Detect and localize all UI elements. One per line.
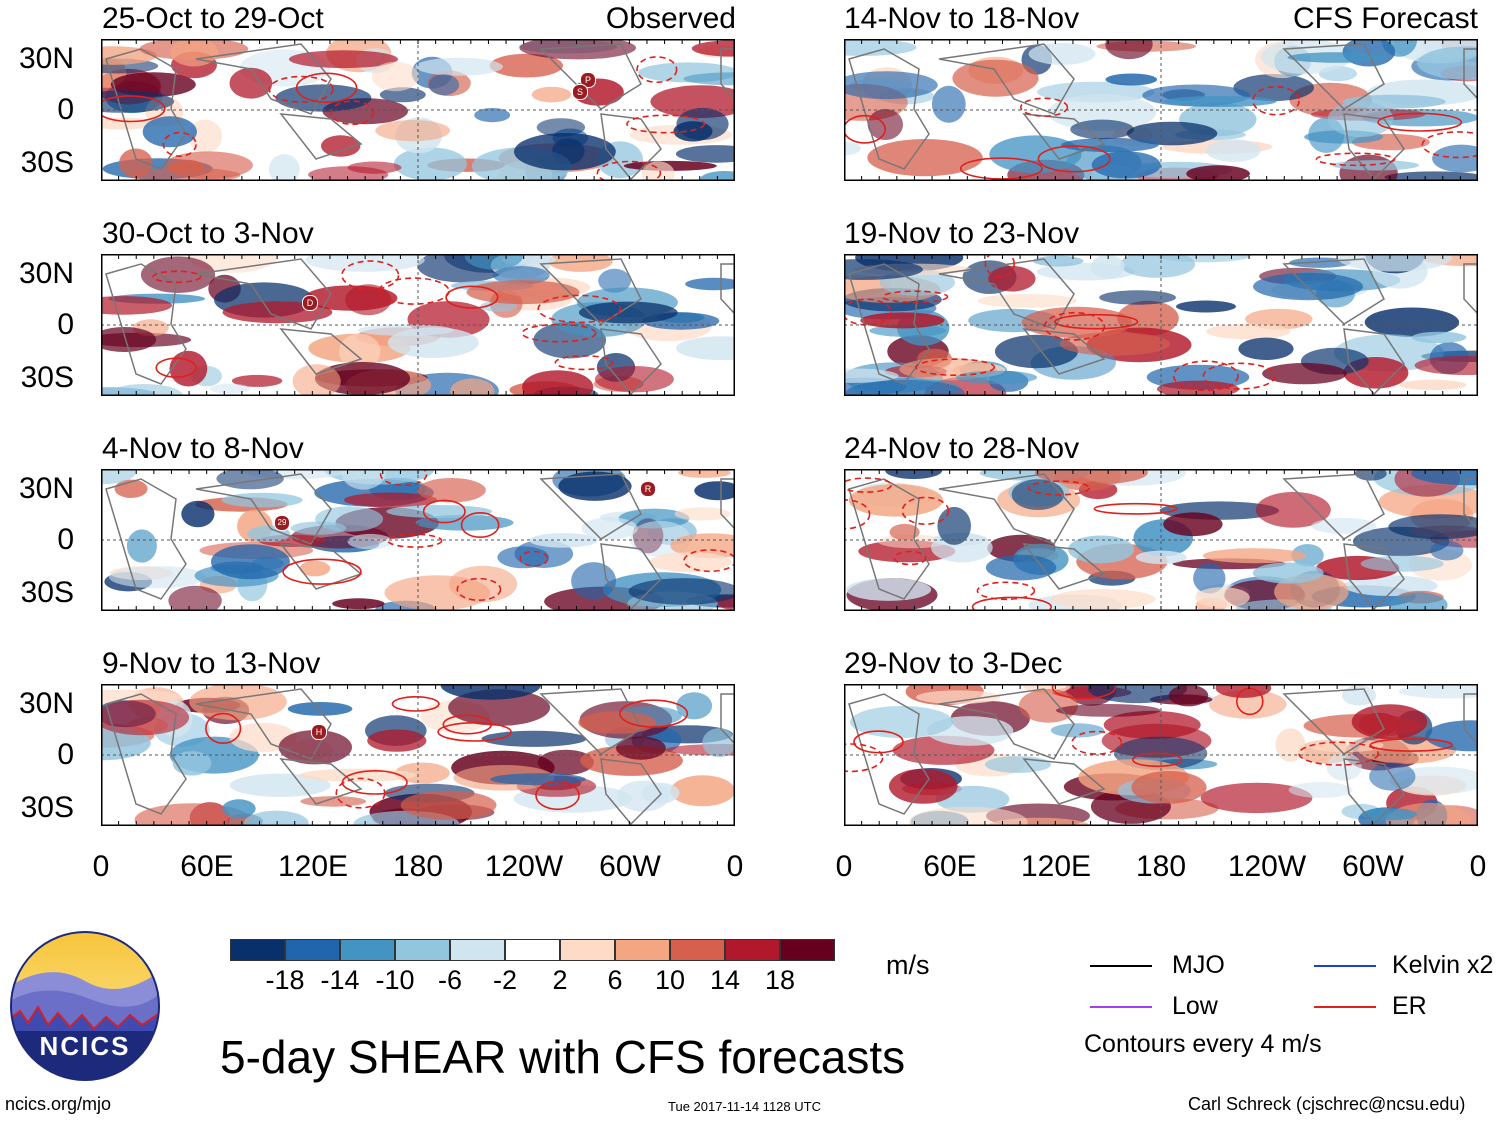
lat-label-30s: 30S <box>20 361 74 394</box>
storm-marker: H <box>311 724 327 740</box>
lon-label: 0 <box>835 850 853 883</box>
website-link[interactable]: ncics.org/mjo <box>5 1094 112 1114</box>
legend-label-mjo: MJO <box>1172 951 1225 979</box>
lon-label: 60W <box>1342 850 1404 883</box>
lat-label-eq: 0 <box>57 738 74 771</box>
legend-line-low <box>1090 1006 1152 1008</box>
lat-label-30s: 30S <box>20 791 74 824</box>
lon-label: 0 <box>726 850 744 883</box>
panel-title-obs-4: 9-Nov to 13-Nov <box>102 647 321 680</box>
logo-text: NCICS <box>39 1031 131 1061</box>
colorbar-tick-label: -18 <box>265 965 305 995</box>
lon-label: 60W <box>599 850 661 883</box>
lat-label-30s: 30S <box>20 146 74 179</box>
colorbar-segment <box>780 939 835 961</box>
lon-label: 120E <box>277 850 349 883</box>
lon-label: 120W <box>484 850 564 883</box>
lon-label: 0 <box>92 850 110 883</box>
lon-label: 60E <box>180 850 234 883</box>
lat-label-30n: 30N <box>18 687 74 720</box>
storm-marker: 29 <box>274 515 290 531</box>
observed-label: Observed <box>605 2 736 35</box>
forecast-label: CFS Forecast <box>1292 2 1478 35</box>
contours-note: Contours every 4 m/s <box>1084 1030 1322 1058</box>
legend-line-er <box>1314 1006 1376 1008</box>
ncics-logo: NCICS <box>10 931 160 1081</box>
panel-title-obs-2: 30-Oct to 3-Nov <box>102 217 314 250</box>
colorbar-units: m/s <box>886 950 930 980</box>
lat-label-30s: 30S <box>20 576 74 609</box>
colorbar-tick-label: 10 <box>654 965 686 995</box>
panel-title-fcst-4: 29-Nov to 3-Dec <box>844 647 1063 680</box>
map-panel-obs-2 <box>101 254 735 396</box>
colorbar-segment <box>670 939 725 961</box>
main-title: 5-day SHEAR with CFS forecasts <box>220 1031 906 1083</box>
lat-label-eq: 0 <box>57 93 74 126</box>
colorbar-tick-label: 2 <box>552 965 568 995</box>
map-panel-fcst-1 <box>844 39 1478 181</box>
map-panel-fcst-2 <box>844 254 1478 396</box>
storm-marker: D <box>302 295 318 311</box>
colorbar-tick-label: 18 <box>764 965 796 995</box>
legend-line-mjo <box>1090 965 1152 967</box>
map-panel-fcst-4 <box>844 684 1478 826</box>
colorbar-segment <box>285 939 340 961</box>
panel-title-fcst-3: 24-Nov to 28-Nov <box>844 432 1080 465</box>
lon-label: 120W <box>1227 850 1307 883</box>
panel-title-obs-1: 25-Oct to 29-Oct <box>102 2 324 35</box>
panel-title-obs-3: 4-Nov to 8-Nov <box>102 432 304 465</box>
panel-title-fcst-2: 19-Nov to 23-Nov <box>844 217 1080 250</box>
lat-label-30n: 30N <box>18 472 74 505</box>
credit: Carl Schreck (cjschrec@ncsu.edu) <box>1188 1094 1466 1114</box>
lat-label-30n: 30N <box>18 42 74 75</box>
colorbar-tick-label: 14 <box>709 965 741 995</box>
legend-label-low: Low <box>1172 992 1218 1020</box>
storm-marker: S <box>572 84 588 100</box>
storm-marker: R <box>640 481 656 497</box>
colorbar-tick-label: -10 <box>375 965 415 995</box>
colorbar-segment <box>725 939 780 961</box>
colorbar-segment <box>560 939 615 961</box>
lat-label-30n: 30N <box>18 257 74 290</box>
colorbar-segment <box>340 939 395 961</box>
colorbar-tick-label: -6 <box>437 965 462 995</box>
colorbar-tick-label: -14 <box>320 965 360 995</box>
lat-label-eq: 0 <box>57 523 74 556</box>
colorbar-segment <box>505 939 560 961</box>
lon-label: 180 <box>392 850 444 883</box>
map-panel-fcst-3 <box>844 469 1478 611</box>
colorbar-segment <box>450 939 505 961</box>
map-panel-obs-1 <box>101 39 735 181</box>
colorbar-tick-label: -2 <box>492 965 517 995</box>
lon-label: 120E <box>1020 850 1092 883</box>
colorbar-segment <box>615 939 670 961</box>
colorbar-tick-label: 6 <box>607 965 623 995</box>
timestamp: Tue 2017-11-14 1128 UTC <box>668 1099 821 1114</box>
map-panel-obs-4 <box>101 684 735 826</box>
panel-title-fcst-1: 14-Nov to 18-Nov <box>844 2 1080 35</box>
lon-label: 180 <box>1135 850 1187 883</box>
legend-label-kelvin: Kelvin x2 <box>1392 951 1494 979</box>
map-panel-obs-3 <box>101 469 735 611</box>
legend-label-er: ER <box>1392 992 1427 1020</box>
colorbar-segment <box>230 939 285 961</box>
lon-label: 60E <box>923 850 977 883</box>
lon-label: 0 <box>1469 850 1487 883</box>
colorbar-segment <box>395 939 450 961</box>
lat-label-eq: 0 <box>57 308 74 341</box>
legend-line-kelvin <box>1314 965 1376 967</box>
